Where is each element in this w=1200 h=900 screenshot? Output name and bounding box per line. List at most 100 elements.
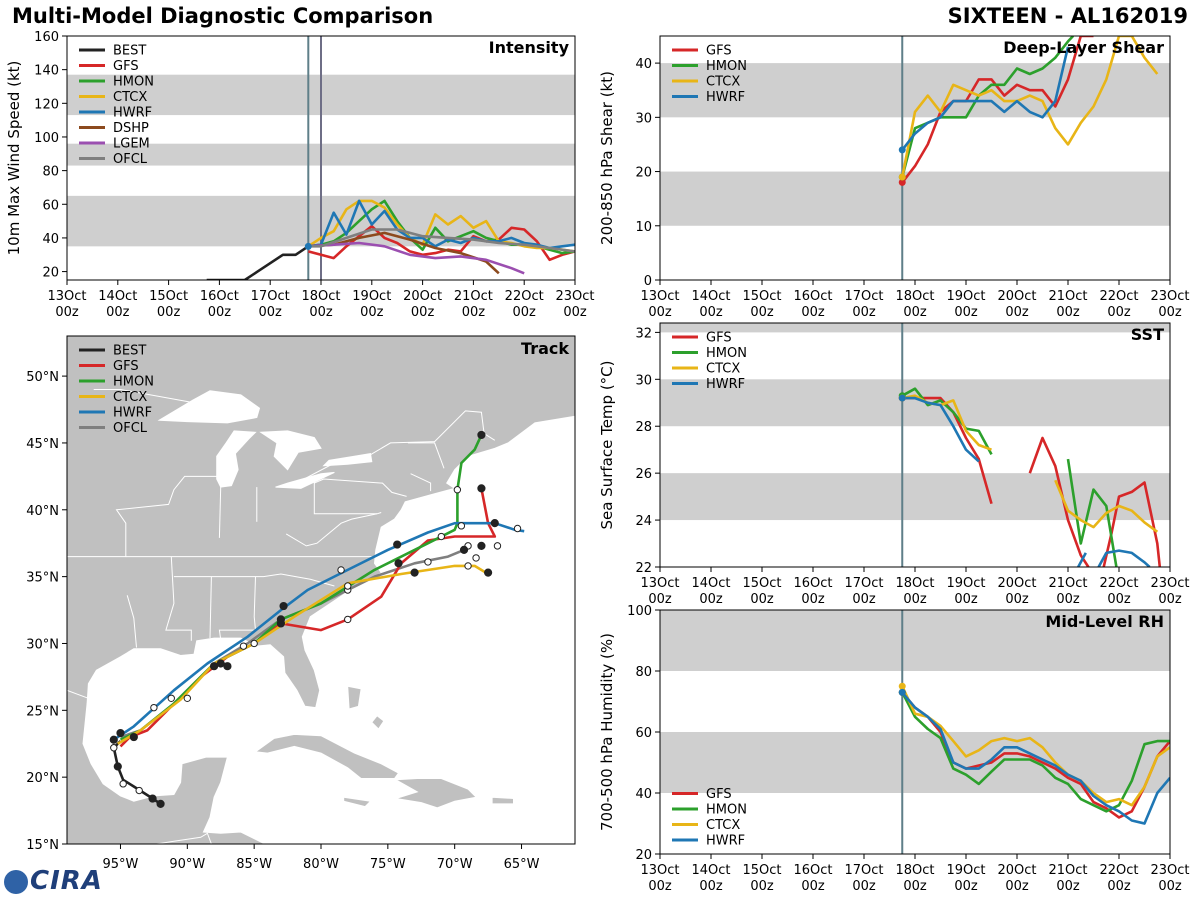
track-marker	[344, 582, 352, 590]
y-tick-label: 30	[635, 111, 652, 126]
y-tick-label: 140	[34, 64, 59, 79]
series-line-hwrf	[902, 396, 980, 463]
x-tick-label: 19Oct	[946, 576, 985, 591]
x-tick-label: 17Oct	[844, 289, 883, 304]
x-tick-label: 14Oct	[691, 289, 730, 304]
track-marker	[116, 728, 125, 738]
series-group	[898, 387, 1162, 567]
shaded-band	[660, 379, 1170, 427]
y-axis-label: Sea Surface Temp (°C)	[598, 360, 616, 529]
series-line-ofcl	[308, 228, 575, 253]
track-marker	[167, 694, 175, 702]
series-line-ctcx	[901, 36, 1159, 178]
y-tick-label: 10	[635, 220, 652, 235]
track-marker	[119, 780, 127, 788]
x-tick-label: 00z	[1005, 305, 1029, 320]
init-marker-hwrf	[304, 242, 312, 250]
x-tick-label: 16Oct	[793, 576, 832, 591]
legend-label-hmon: HMON	[113, 375, 154, 390]
x-tick-label: 17Oct	[251, 289, 290, 304]
storm-title: SIXTEEN - AL162019	[947, 4, 1188, 28]
land-cuba	[254, 733, 400, 779]
init-marker-ctcx	[898, 682, 906, 690]
x-tick-label: 00z	[699, 879, 723, 894]
x-tick-label: 14Oct	[691, 576, 730, 591]
x-tick-label: 22Oct	[1099, 576, 1138, 591]
track-marker	[148, 794, 157, 803]
y-tick-label: 60	[42, 198, 59, 213]
x-tick-label: 00z	[750, 305, 774, 320]
track-marker	[459, 545, 469, 554]
x-tick-label: 00z	[259, 305, 283, 320]
lake-huron	[259, 430, 322, 471]
shaded-band	[660, 323, 1170, 333]
x-tick-label: 16Oct	[793, 863, 832, 878]
y-tick-label: 30	[635, 373, 652, 388]
track-marker	[216, 659, 225, 668]
lon-tick-label: 95°W	[103, 857, 139, 872]
series-line-lgem	[308, 241, 525, 275]
x-tick-label: 22Oct	[505, 289, 544, 304]
x-tick-label: 18Oct	[895, 576, 934, 591]
x-tick-label: 15Oct	[742, 289, 781, 304]
legend-label-gfs: GFS	[706, 787, 732, 802]
chart-rh: 13Oct00z14Oct00z15Oct00z16Oct00z17Oct00z…	[598, 604, 1190, 894]
chart-intensity: 13Oct00z14Oct00z15Oct00z16Oct00z17Oct00z…	[5, 30, 595, 320]
border-line	[173, 573, 335, 587]
track-marker	[493, 542, 502, 550]
x-tick-label: 00z	[648, 592, 672, 607]
x-tick-label: 00z	[157, 305, 181, 320]
land-jamaica	[343, 796, 372, 808]
x-tick-label: 00z	[1107, 879, 1131, 894]
track-marker	[279, 601, 288, 611]
y-tick-label: 26	[635, 467, 652, 482]
x-tick-label: 23Oct	[1150, 289, 1189, 304]
x-tick-label: 00z	[699, 592, 723, 607]
x-tick-label: 00z	[462, 305, 486, 320]
x-tick-label: 13Oct	[640, 289, 679, 304]
lat-tick-label: 45°N	[26, 437, 59, 452]
lat-tick-label: 35°N	[26, 571, 59, 586]
x-tick-label: 15Oct	[149, 289, 188, 304]
legend-label-hmon: HMON	[706, 346, 747, 361]
series-line-hwrf	[901, 46, 1070, 151]
track-marker	[344, 615, 352, 624]
x-tick-label: 00z	[411, 305, 435, 320]
x-tick-label: 14Oct	[691, 863, 730, 878]
x-tick-label: 00z	[801, 592, 825, 607]
x-tick-label: 00z	[55, 305, 79, 320]
track-marker	[113, 762, 122, 771]
shaded-band	[660, 63, 1170, 118]
track-line-ctcx	[117, 564, 489, 745]
track-marker	[437, 532, 446, 541]
land-nova-scotia	[504, 431, 575, 460]
x-tick-label: 00z	[1056, 592, 1080, 607]
legend-label-hwrf: HWRF	[113, 106, 152, 121]
x-tick-label: 00z	[1158, 305, 1182, 320]
x-tick-label: 13Oct	[47, 289, 86, 304]
track-marker	[477, 541, 486, 550]
x-tick-label: 20Oct	[997, 289, 1036, 304]
x-tick-label: 20Oct	[997, 863, 1036, 878]
lon-tick-label: 65°W	[504, 857, 540, 872]
y-tick-label: 0	[644, 274, 652, 289]
panel-title: Track	[521, 339, 569, 358]
x-tick-label: 00z	[852, 592, 876, 607]
border-line	[126, 595, 137, 648]
legend-label-gfs: GFS	[706, 331, 732, 346]
track-marker	[276, 615, 285, 624]
y-axis-label: 200-850 hPa Shear (kt)	[598, 71, 616, 245]
x-tick-label: 18Oct	[301, 289, 340, 304]
track-marker	[129, 732, 138, 742]
x-tick-label: 23Oct	[1150, 576, 1189, 591]
border-line	[313, 480, 378, 515]
legend-label-ofcl: OFCL	[113, 421, 148, 436]
track-marker	[156, 799, 165, 808]
y-tick-label: 20	[635, 166, 652, 181]
track-marker	[150, 703, 158, 712]
y-tick-label: 100	[627, 604, 652, 619]
legend-label-ofcl: OFCL	[113, 152, 148, 167]
legend-label-dshp: DSHP	[113, 121, 149, 136]
